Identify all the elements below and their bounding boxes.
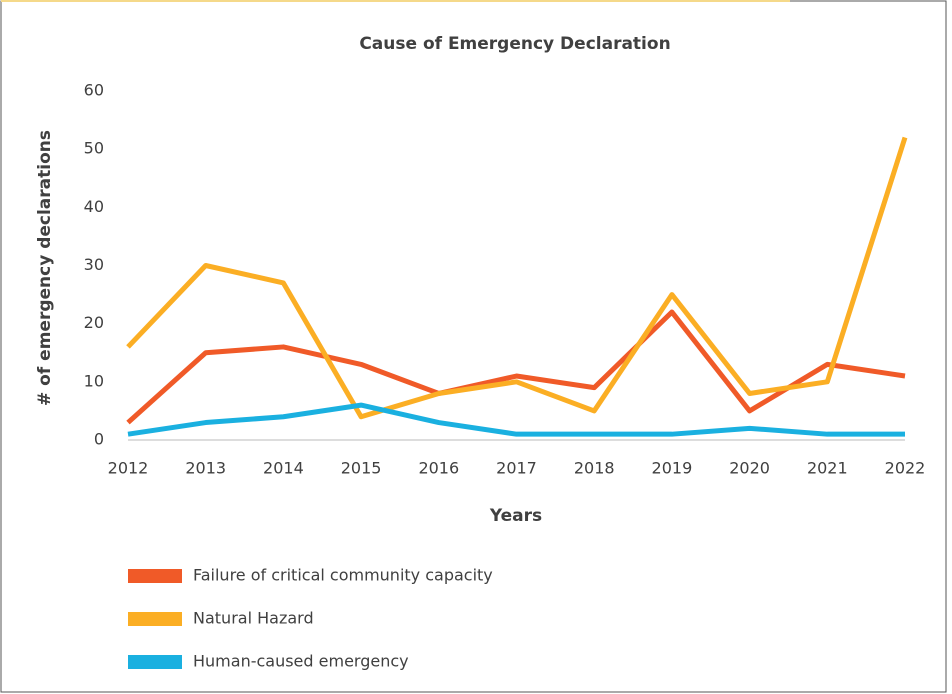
- y-tick-label: 20: [84, 313, 104, 332]
- x-tick-label: 2014: [263, 459, 304, 478]
- legend-label: Failure of critical community capacity: [193, 566, 493, 585]
- x-tick-label: 2018: [574, 459, 615, 478]
- x-tick-label: 2013: [185, 459, 226, 478]
- y-axis-title: # of emergency declarations: [35, 130, 55, 406]
- legend-swatch: [128, 569, 182, 583]
- legend-label: Natural Hazard: [193, 609, 314, 628]
- legend-swatch: [128, 612, 182, 626]
- y-tick-label: 10: [84, 371, 104, 390]
- x-axis-title: Years: [489, 506, 542, 526]
- series-line: [126, 309, 906, 425]
- x-tick-label: 2019: [652, 459, 693, 478]
- x-tick-label: 2021: [807, 459, 848, 478]
- y-tick-label: 30: [84, 255, 104, 274]
- x-tick-label: 2012: [108, 459, 149, 478]
- x-tick-label: 2020: [729, 459, 770, 478]
- y-tick-label: 60: [84, 81, 104, 100]
- y-tick-label: 50: [84, 139, 104, 158]
- chart-title: Cause of Emergency Declaration: [359, 34, 670, 54]
- x-tick-label: 2017: [496, 459, 537, 478]
- y-tick-label: 40: [84, 197, 104, 216]
- series-line: [126, 136, 908, 420]
- legend-swatch: [128, 655, 182, 669]
- series-line: [127, 402, 905, 437]
- legend-label: Human-caused emergency: [193, 652, 409, 671]
- x-tick-label: 2016: [418, 459, 459, 478]
- y-tick-label: 0: [94, 430, 104, 449]
- x-tick-label: 2022: [885, 459, 926, 478]
- x-tick-label: 2015: [341, 459, 382, 478]
